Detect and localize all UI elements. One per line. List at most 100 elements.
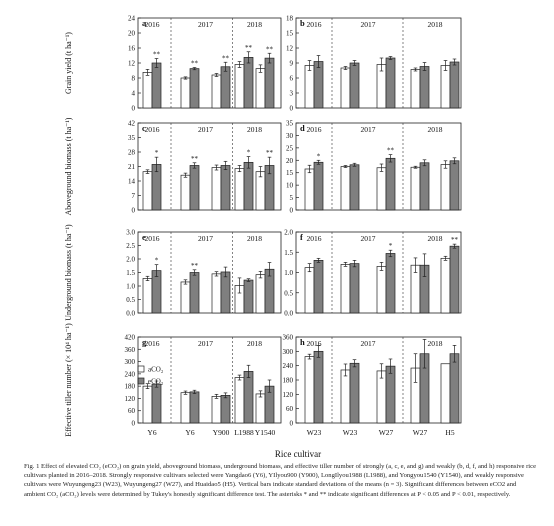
- bar-eco2: [151, 270, 162, 314]
- bar-eco2: [449, 245, 460, 314]
- bar-eco2: [243, 279, 254, 314]
- panel-g: 0 60 120 180 240 300 360 420 g Effective tiller n…: [64, 323, 282, 437]
- x-axis-title: Rice cultivar: [275, 449, 321, 459]
- significance-marker: **: [451, 236, 459, 244]
- bar-eco2: [151, 383, 162, 424]
- year-label: 2018: [247, 125, 262, 134]
- y-tick-label: 360: [283, 334, 294, 342]
- y-tick-label: 15: [286, 169, 294, 177]
- significance-marker: **: [222, 54, 230, 62]
- y-tick-label: 300: [125, 358, 136, 366]
- panel-frame: [137, 336, 282, 424]
- y-tick-label: 1.5: [284, 249, 293, 257]
- year-label: 2016: [307, 339, 322, 348]
- bar-eco2: [349, 62, 360, 109]
- y-tick-label: 20: [128, 30, 136, 38]
- y-tick-label: 18: [286, 15, 294, 23]
- bar-eco2: [419, 162, 430, 211]
- year-label: 2017: [198, 234, 213, 243]
- y-tick-label: 240: [125, 370, 136, 378]
- significance-marker: *: [317, 152, 321, 160]
- year-label: 2016: [145, 125, 160, 134]
- bar-eco2: [349, 164, 360, 211]
- bar-aco2: [340, 166, 351, 211]
- category-label: Y900: [213, 428, 230, 437]
- bar-eco2: [264, 57, 275, 109]
- y-tick-label: 240: [283, 362, 294, 370]
- y-tick-label: 0.5: [284, 289, 293, 297]
- significance-marker: **: [387, 147, 395, 155]
- significance-marker: **: [245, 44, 253, 52]
- legend-swatch-eco2: [137, 377, 145, 385]
- panel-letter: e: [142, 232, 146, 242]
- year-label: 2017: [361, 339, 376, 348]
- panel-a: 0 4 8 12 16 20 24 a Grain yield (t ha⁻¹) 2016 2017…: [64, 15, 282, 113]
- panel-letter: d: [300, 123, 305, 133]
- y-axis-label: Aboveground biomass (t ha⁻¹): [64, 117, 73, 215]
- bar-aco2: [234, 64, 245, 109]
- y-tick-label: 60: [286, 405, 294, 413]
- year-label: 2017: [361, 20, 376, 29]
- year-label: 2016: [307, 20, 322, 29]
- bar-eco2: [189, 391, 200, 424]
- bar-aco2: [410, 69, 421, 109]
- year-label: 2018: [247, 234, 262, 243]
- y-tick-label: 1.0: [126, 283, 135, 291]
- bar-eco2: [243, 162, 254, 211]
- category-label: Y6: [185, 428, 194, 437]
- bar-eco2: [313, 260, 324, 314]
- y-tick-label: 3.0: [126, 229, 135, 237]
- bar-aco2: [211, 396, 222, 424]
- bar-aco2: [440, 257, 451, 314]
- bar-aco2: [142, 385, 153, 424]
- legend-label-aco2: aCO₂: [148, 366, 164, 374]
- y-tick-label: 0: [132, 207, 136, 215]
- y-tick-label: 4: [132, 90, 136, 98]
- significance-marker: *: [155, 149, 159, 157]
- y-tick-label: 10: [286, 182, 294, 190]
- panel-e: 0.0 0.5 1.0 1.5 2.0 2.5 3.0 e Underground biomas…: [64, 224, 282, 321]
- y-tick-label: 120: [125, 395, 136, 403]
- y-axis-label: Underground biomass (t ha⁻¹): [64, 224, 73, 321]
- bar-aco2: [255, 274, 266, 314]
- bar-eco2: [313, 350, 324, 424]
- significance-marker: **: [191, 60, 199, 68]
- bar-aco2: [340, 67, 351, 109]
- y-tick-label: 12: [286, 45, 294, 53]
- bar-aco2: [304, 267, 315, 314]
- y-tick-label: 0.5: [126, 296, 135, 304]
- bar-aco2: [376, 167, 387, 211]
- category-label: W23: [343, 428, 358, 437]
- y-tick-label: 0: [290, 420, 294, 428]
- year-label: 2017: [198, 125, 213, 134]
- significance-marker: **: [191, 155, 199, 163]
- y-tick-label: 120: [283, 391, 294, 399]
- y-tick-label: 24: [128, 15, 136, 23]
- bar-aco2: [376, 266, 387, 314]
- bar-aco2: [211, 167, 222, 211]
- y-tick-label: 60: [128, 407, 136, 415]
- y-tick-label: 35: [128, 134, 136, 142]
- year-label: 2016: [145, 339, 160, 348]
- y-tick-label: 8: [132, 75, 136, 83]
- bar-eco2: [220, 66, 231, 109]
- bar-eco2: [449, 61, 460, 109]
- year-label: 2016: [307, 125, 322, 134]
- bar-aco2: [234, 377, 245, 424]
- category-label: W27: [379, 428, 394, 437]
- significance-marker: **: [266, 45, 274, 53]
- bar-aco2: [211, 273, 222, 314]
- year-label: 2018: [428, 234, 443, 243]
- bar-eco2: [220, 271, 231, 314]
- panel-letter: a: [142, 18, 147, 28]
- bar-eco2: [313, 61, 324, 109]
- bar-eco2: [243, 371, 254, 424]
- legend-label-eco2: eCO₂: [148, 378, 164, 386]
- bar-eco2: [243, 57, 254, 109]
- bar-eco2: [449, 353, 460, 424]
- y-tick-label: 5: [290, 194, 294, 202]
- year-label: 2016: [145, 234, 160, 243]
- legend-swatch-aco2: [137, 365, 145, 373]
- year-label: 2017: [361, 125, 376, 134]
